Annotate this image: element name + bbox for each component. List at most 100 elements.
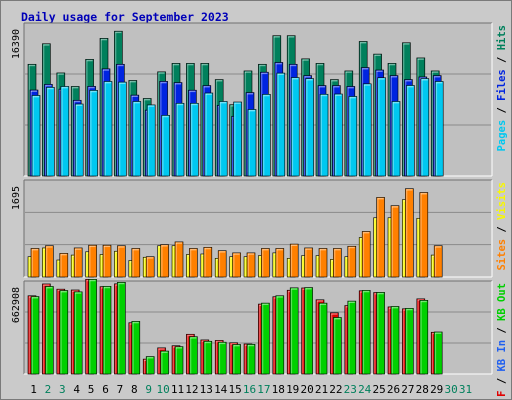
- bar-kb-out: [160, 350, 169, 375]
- bar-sites: [246, 252, 256, 278]
- bar-pages: [233, 101, 242, 177]
- bar-sites: [217, 250, 227, 278]
- bar-kb-out: [102, 286, 112, 375]
- legend-separator: /: [496, 372, 508, 391]
- bar-kb-out: [433, 331, 443, 375]
- x-day-label: 27: [401, 383, 414, 396]
- bar-sites: [59, 253, 69, 278]
- bar-pages: [319, 93, 329, 177]
- bar-sites: [160, 244, 169, 278]
- bar-pages: [175, 102, 185, 177]
- bar-pages: [305, 78, 314, 177]
- bar-kb-out: [376, 292, 385, 375]
- bar-kb-out: [304, 287, 313, 375]
- bar-kb-out: [45, 286, 54, 375]
- x-day-label: 5: [88, 383, 95, 396]
- bar-kb-out: [232, 344, 241, 375]
- bar-kb-out: [59, 290, 69, 375]
- bar-sites: [232, 252, 241, 278]
- x-day-label: 1: [30, 383, 37, 396]
- legend-entry: Sites: [496, 239, 508, 271]
- legend-separator: /: [496, 101, 508, 120]
- bar-kb-out: [203, 340, 213, 375]
- bar-kb-out: [73, 291, 83, 375]
- bar-pages: [89, 90, 98, 177]
- legend-separator: /: [496, 321, 508, 340]
- bar-pages: [247, 109, 257, 177]
- bar-sites: [145, 256, 155, 278]
- bar-pages: [218, 101, 228, 177]
- legend-entry: KB Out: [496, 283, 508, 321]
- bar-sites: [376, 197, 385, 278]
- bar-sites: [347, 245, 357, 278]
- bar-pages: [31, 95, 41, 177]
- x-day-label: 20: [300, 383, 313, 396]
- bar-pages: [132, 101, 142, 177]
- bar-sites: [318, 248, 328, 278]
- bar-pages: [348, 96, 358, 177]
- x-day-label: 29: [430, 383, 443, 396]
- bar-sites: [261, 248, 270, 278]
- x-day-label: 30: [444, 383, 457, 396]
- bar-kb-out: [174, 346, 184, 375]
- x-day-label: 18: [272, 383, 285, 396]
- bar-kb-out: [189, 336, 198, 375]
- bar-sites: [131, 248, 141, 278]
- bar-kb-out: [131, 321, 141, 375]
- bar-pages: [377, 77, 386, 177]
- x-day-label: 11: [171, 383, 184, 396]
- x-day-label: 3: [59, 383, 66, 396]
- y-max-label: 16390: [11, 29, 22, 59]
- bar-sites: [275, 248, 285, 278]
- legend-entry: Pages: [496, 120, 508, 152]
- bar-pages: [190, 102, 199, 177]
- bar-kb-out: [88, 279, 97, 375]
- bar-kb-out: [145, 356, 155, 375]
- bar-pages: [74, 103, 84, 177]
- x-day-label: 7: [117, 383, 124, 396]
- bar-pages: [434, 81, 444, 177]
- legend: KB F / KB In / KB Out: [496, 283, 508, 400]
- x-day-label: 14: [214, 383, 228, 396]
- bar-sites: [73, 247, 83, 278]
- x-day-label: 23: [344, 383, 357, 396]
- x-day-label: 26: [387, 383, 400, 396]
- x-day-label: 9: [145, 383, 152, 396]
- x-day-label: 2: [45, 383, 52, 396]
- x-day-label: 25: [372, 383, 385, 396]
- bar-pages: [146, 104, 156, 177]
- x-day-label: 17: [257, 383, 270, 396]
- bar-pages: [334, 93, 343, 177]
- bar-kb-out: [217, 341, 227, 375]
- chart-title: Daily usage for September 2023: [21, 10, 229, 24]
- x-day-label: 6: [102, 383, 109, 396]
- bar-pages: [406, 85, 415, 177]
- bar-sites: [174, 241, 184, 278]
- legend-entry: KB F: [496, 390, 508, 400]
- bar-kb-out: [117, 282, 126, 375]
- bar-sites: [203, 247, 213, 278]
- bar-pages: [60, 86, 70, 177]
- bar-kb-out: [246, 344, 256, 375]
- bar-sites: [390, 205, 400, 278]
- bar-sites: [304, 247, 313, 278]
- bar-pages: [103, 81, 113, 177]
- y-max-label: 662908: [11, 287, 22, 323]
- x-day-label: 19: [286, 383, 299, 396]
- bar-pages: [276, 72, 286, 177]
- legend-separator: /: [496, 50, 508, 69]
- legend-entry: Files: [496, 69, 508, 101]
- bar-kb-out: [419, 299, 429, 375]
- legend-entry: Visits: [496, 182, 508, 220]
- bar-sites: [88, 244, 97, 278]
- bar-sites: [189, 248, 198, 278]
- x-day-label: 22: [329, 383, 342, 396]
- bar-kb-out: [405, 308, 414, 375]
- bar-sites: [419, 192, 429, 278]
- legend: Pages / Files / Hits: [496, 25, 508, 151]
- y-max-label: 1695: [11, 186, 22, 210]
- bar-kb-out: [289, 287, 299, 375]
- x-day-label: 12: [185, 383, 198, 396]
- bar-kb-out: [318, 302, 328, 375]
